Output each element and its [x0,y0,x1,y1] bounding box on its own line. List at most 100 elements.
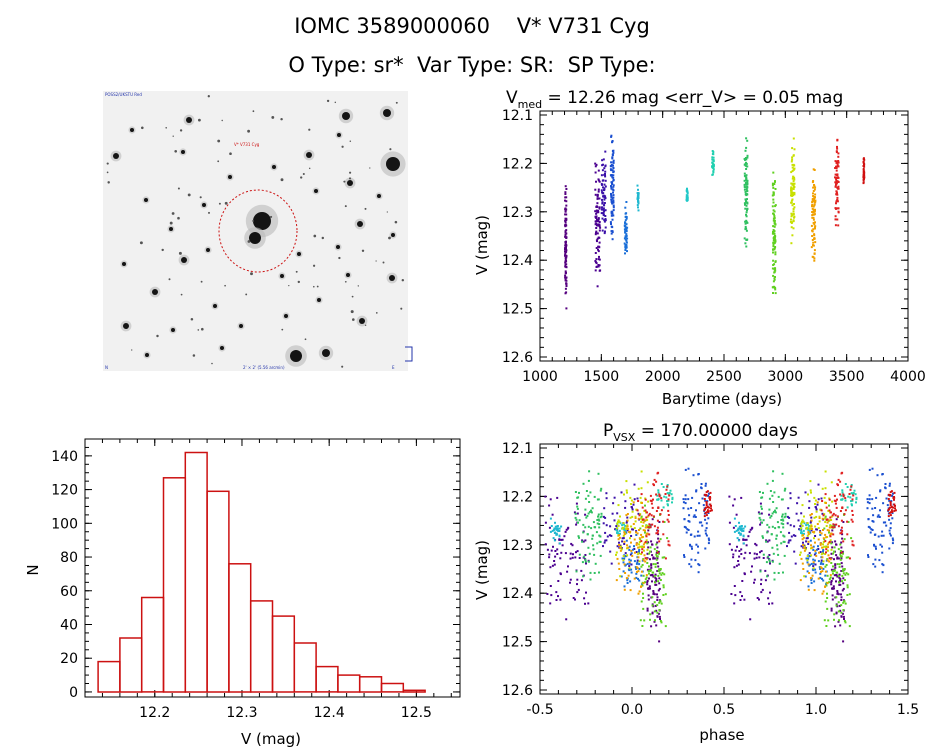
phase-point [627,568,630,571]
lc-point [836,207,839,210]
phase-point [824,546,827,549]
lc-point [793,167,796,170]
phase-point [841,533,844,536]
phase-point [604,516,607,519]
phase-point [830,526,833,529]
phase-point [824,533,827,536]
lc-point [790,218,792,221]
phase-point [846,584,849,587]
phase-point [655,578,658,580]
phase-point [644,578,647,581]
lc-point [610,185,612,188]
phase-point [889,504,892,506]
phase-point [650,514,653,517]
faint-star [280,178,284,182]
phase-point [810,525,813,528]
phase-point [646,548,649,551]
phase-point [643,554,646,557]
phase-point [888,547,891,550]
phase-point [634,551,636,554]
phase-point [848,493,851,495]
lc-point [601,217,604,220]
phase-point [658,495,661,498]
phase-point [826,543,829,546]
phase-point [633,538,636,541]
lc-point [601,169,604,172]
phase-point [586,533,589,536]
star [337,133,341,137]
phase-point [812,567,815,570]
phase-point [777,553,780,556]
phase-point [810,544,812,547]
phase-point [622,534,625,537]
lc-point [790,242,793,245]
phase-point [578,553,581,556]
lc-point [834,218,837,221]
phase-point [879,543,882,546]
lc-point [793,203,795,205]
phase-point [758,556,761,559]
faint-star [197,329,200,331]
lc-point [793,193,796,196]
phase-point [704,482,707,485]
phase-point [575,570,578,573]
phase-point [834,566,837,569]
phase-point [811,546,814,549]
phase-point [637,517,640,520]
phase-point [876,515,879,518]
phase-point [638,590,641,593]
phase-point [646,562,649,564]
lc-point [745,219,748,222]
lc-point [564,185,567,188]
phase-point [820,559,823,562]
lc-point [862,169,865,172]
phase-point [851,504,853,507]
lc-point [598,206,601,209]
phase-point [647,587,649,590]
phase-point [704,532,707,535]
lc-point [565,237,568,239]
phase-point [878,516,881,518]
lc-point [774,235,777,238]
phase-point [552,529,555,531]
lc-point [792,182,795,185]
phase-point [597,472,600,475]
lc-point [834,176,837,179]
phase-point [816,523,819,525]
phase-point [625,521,628,524]
phase-point [866,501,869,504]
lc-point [609,168,612,171]
lc-point [774,180,776,183]
lc-point [603,204,605,207]
phase-point [662,586,665,589]
phase-point [658,493,661,496]
lc-point [604,179,607,182]
phase-point [773,491,776,494]
phase-point [768,497,771,500]
phase-point [578,519,581,522]
lc-point [745,204,748,207]
phase-point [888,529,891,532]
phase-point [849,488,852,491]
phase-point [566,570,569,573]
phase-point [705,514,708,517]
phase-point [772,510,775,513]
lc-point [744,220,747,223]
phase-point [830,609,833,612]
phase-point [687,498,690,501]
phase-point [892,539,895,542]
lc-point [835,202,837,205]
faint-star [172,135,174,137]
phase-point [709,498,711,501]
phase-point [660,499,663,502]
phase-point [831,529,834,532]
lc-point [599,226,602,229]
phase-point [685,531,688,534]
phase-point [652,590,655,592]
phase-point [628,531,631,533]
lc-point [624,246,627,249]
lc-point [772,232,775,235]
phase-point [835,604,838,607]
star [253,212,271,230]
phase-point [589,491,592,494]
